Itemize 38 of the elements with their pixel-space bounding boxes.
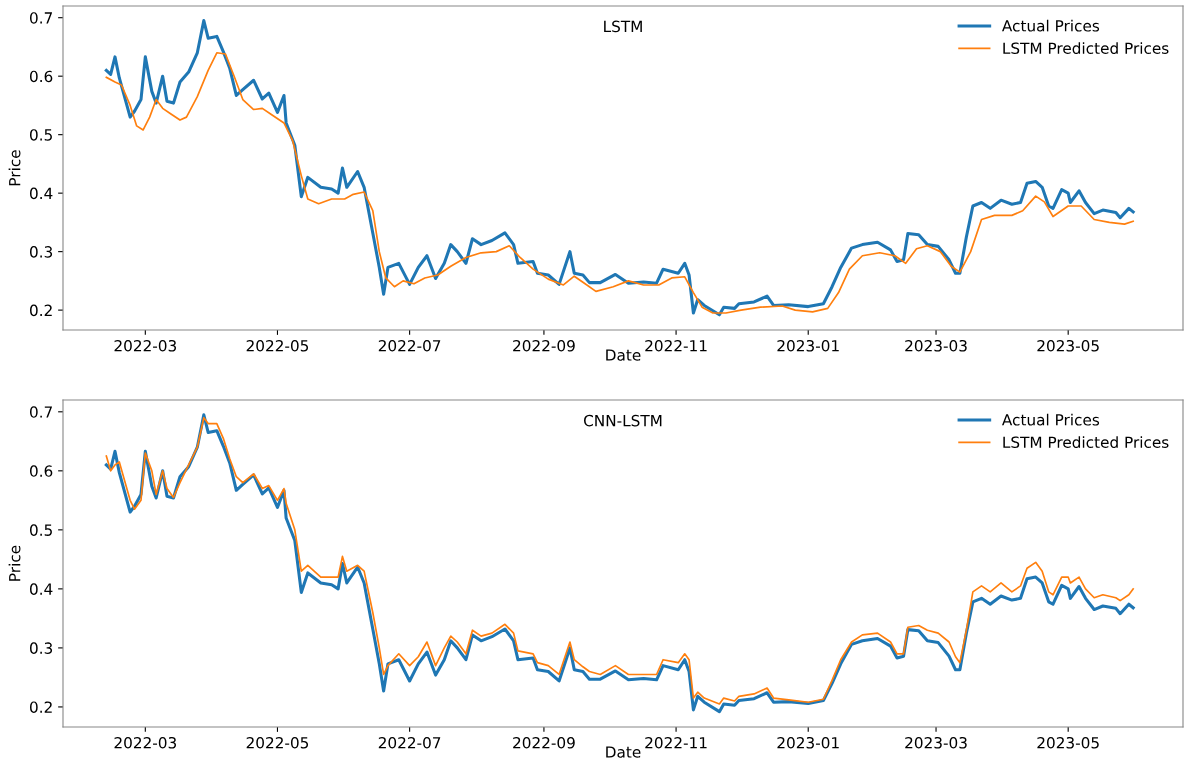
- y-tick-label: 0.4: [29, 187, 53, 200]
- text: CNN-LSTM: [583, 414, 662, 427]
- x-tick-label: 2022-05: [246, 736, 309, 749]
- legend-label: LSTM Predicted Prices: [1003, 436, 1169, 448]
- x-tick-label: 2022-11: [645, 339, 707, 352]
- x-tick-label: 2022-05: [246, 339, 309, 352]
- x-tick-label: 2022-07: [378, 339, 441, 352]
- y-tick-label: 0.3: [29, 246, 53, 258]
- y-tick-label: 0.5: [29, 524, 52, 536]
- y-tick-label: 0.7: [29, 406, 52, 418]
- x-tick-label: 2023-01: [777, 339, 839, 352]
- x-tick-label: 2022-03: [114, 339, 177, 352]
- x-axis-title: Date: [606, 349, 641, 361]
- y-tick-label: 0.5: [29, 129, 52, 141]
- x-tick-label: 2023-05: [1037, 736, 1099, 749]
- x-tick-label: 2022-03: [114, 736, 177, 749]
- legend-label: LSTM Predicted Prices: [1003, 42, 1169, 54]
- x-tick-label: 2022-09: [513, 339, 575, 352]
- y-tick-label: 0.6: [29, 465, 53, 477]
- legend-label: Actual Prices: [1001, 19, 1100, 32]
- legend-label: Actual Prices: [1001, 413, 1100, 426]
- y-tick-label: 0.2: [29, 304, 52, 317]
- y-tick-label: 0.6: [29, 70, 53, 83]
- x-tick-label: 2023-01: [777, 736, 839, 749]
- y-axis-title: Price: [8, 545, 21, 581]
- x-tick-label: 2022-09: [513, 736, 575, 749]
- x-tick-label: 2022-11: [645, 736, 707, 749]
- x-tick-label: 2023-03: [905, 339, 967, 352]
- x-axis-title: Date: [606, 746, 641, 758]
- y-tick-label: 0.7: [29, 12, 52, 24]
- y-tick-label: 0.4: [29, 583, 53, 595]
- y-axis-title: Price: [8, 150, 21, 186]
- text: LSTM: [604, 20, 642, 33]
- y-tick-label: 0.3: [29, 642, 53, 654]
- x-tick-label: 2023-05: [1037, 339, 1099, 352]
- y-tick-label: 0.2: [29, 701, 52, 713]
- x-tick-label: 2023-03: [905, 736, 967, 749]
- x-tick-label: 2022-07: [378, 736, 441, 749]
